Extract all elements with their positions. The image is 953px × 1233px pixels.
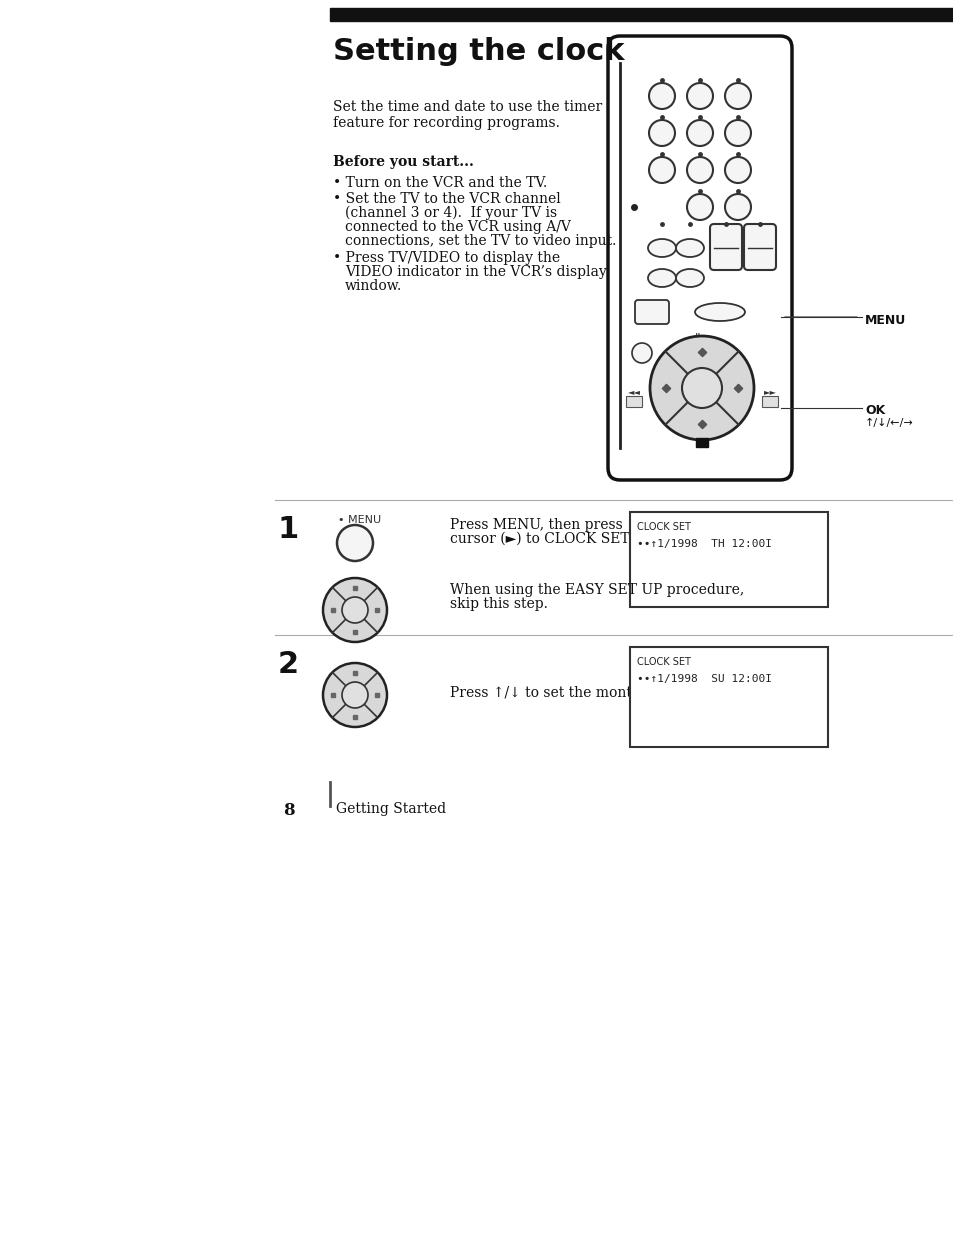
Text: connections, set the TV to video input.: connections, set the TV to video input. bbox=[345, 234, 616, 248]
Circle shape bbox=[341, 597, 368, 623]
Circle shape bbox=[686, 83, 712, 109]
Text: 2: 2 bbox=[277, 650, 299, 679]
Ellipse shape bbox=[647, 239, 676, 256]
FancyBboxPatch shape bbox=[761, 396, 778, 407]
Bar bbox=[330, 7, 953, 21]
Text: • Turn on the VCR and the TV.: • Turn on the VCR and the TV. bbox=[333, 176, 547, 190]
Text: Getting Started: Getting Started bbox=[335, 801, 446, 816]
Text: CLOCK SET: CLOCK SET bbox=[637, 657, 690, 667]
Text: ►►: ►► bbox=[645, 312, 658, 322]
Circle shape bbox=[724, 157, 750, 182]
Text: Set the time and date to use the timer
feature for recording programs.: Set the time and date to use the timer f… bbox=[333, 100, 601, 131]
Ellipse shape bbox=[676, 269, 703, 287]
Ellipse shape bbox=[695, 303, 744, 321]
Text: (channel 3 or 4).  If your TV is: (channel 3 or 4). If your TV is bbox=[345, 206, 557, 221]
Text: 3: 3 bbox=[734, 95, 740, 106]
Text: Press MENU, then press ↑/↓ to move the: Press MENU, then press ↑/↓ to move the bbox=[450, 518, 741, 531]
Circle shape bbox=[323, 663, 387, 727]
FancyBboxPatch shape bbox=[625, 396, 641, 407]
Text: 8: 8 bbox=[283, 801, 294, 819]
Bar bbox=[629, 512, 827, 607]
Text: • Set the TV to the VCR channel: • Set the TV to the VCR channel bbox=[333, 192, 560, 206]
Text: ►►: ►► bbox=[762, 387, 776, 397]
Ellipse shape bbox=[676, 239, 703, 256]
Text: Setting the clock: Setting the clock bbox=[333, 37, 624, 67]
Text: 8: 8 bbox=[696, 169, 702, 180]
Text: 6: 6 bbox=[734, 132, 740, 143]
FancyBboxPatch shape bbox=[743, 224, 775, 270]
Circle shape bbox=[686, 120, 712, 145]
Text: PLAY: PLAY bbox=[695, 382, 708, 387]
Text: OK: OK bbox=[698, 397, 705, 402]
Ellipse shape bbox=[647, 269, 676, 287]
Circle shape bbox=[323, 578, 387, 642]
Text: PLAY: PLAY bbox=[349, 689, 360, 694]
Circle shape bbox=[724, 83, 750, 109]
Text: +: + bbox=[754, 233, 764, 245]
FancyBboxPatch shape bbox=[607, 36, 791, 480]
Text: OK: OK bbox=[351, 702, 358, 707]
Text: window.: window. bbox=[345, 279, 402, 293]
Text: ▶: ▶ bbox=[353, 610, 357, 615]
Text: CLOCK SET: CLOCK SET bbox=[637, 522, 690, 531]
Text: 1: 1 bbox=[277, 515, 299, 544]
Text: ▶: ▶ bbox=[699, 388, 704, 395]
Bar bbox=[629, 647, 827, 747]
Circle shape bbox=[648, 83, 675, 109]
FancyBboxPatch shape bbox=[709, 224, 741, 270]
Text: cursor (►) to CLOCK SET and press OK.: cursor (►) to CLOCK SET and press OK. bbox=[450, 531, 732, 546]
Text: 4: 4 bbox=[658, 132, 665, 143]
FancyBboxPatch shape bbox=[635, 300, 668, 324]
Text: ∙∙↑1/1998  TH 12:00Ӏ: ∙∙↑1/1998 TH 12:00Ӏ bbox=[637, 539, 771, 549]
Text: −: − bbox=[754, 250, 764, 264]
Text: • Press TV/VIDEO to display the: • Press TV/VIDEO to display the bbox=[333, 252, 559, 265]
Bar bbox=[696, 438, 707, 448]
Text: Before you start...: Before you start... bbox=[333, 155, 474, 169]
Text: ↑/↓/←/→: ↑/↓/←/→ bbox=[864, 418, 913, 428]
Text: When using the EASY SET UP procedure,: When using the EASY SET UP procedure, bbox=[450, 583, 743, 597]
Text: VIDEO indicator in the VCR’s display: VIDEO indicator in the VCR’s display bbox=[345, 265, 606, 279]
Circle shape bbox=[648, 157, 675, 182]
Text: II: II bbox=[694, 333, 700, 343]
Circle shape bbox=[631, 343, 651, 363]
Text: connected to the VCR using A/V: connected to the VCR using A/V bbox=[345, 219, 570, 234]
Text: ∙∙↑1/1998  SU 12:00Ӏ: ∙∙↑1/1998 SU 12:00Ӏ bbox=[637, 674, 771, 684]
Text: • MENU: • MENU bbox=[337, 515, 381, 525]
Text: 2: 2 bbox=[696, 95, 702, 106]
Text: MENU: MENU bbox=[864, 314, 905, 328]
Text: ◄◄: ◄◄ bbox=[627, 387, 639, 397]
Circle shape bbox=[648, 120, 675, 145]
Text: PLAY: PLAY bbox=[349, 604, 360, 609]
Text: 0: 0 bbox=[696, 206, 702, 217]
Circle shape bbox=[341, 682, 368, 708]
Text: 1: 1 bbox=[658, 95, 665, 106]
Text: +: + bbox=[720, 233, 731, 245]
Circle shape bbox=[686, 157, 712, 182]
Circle shape bbox=[681, 367, 721, 408]
Text: OK: OK bbox=[864, 404, 884, 418]
Text: 7: 7 bbox=[658, 169, 665, 180]
Text: OK: OK bbox=[351, 616, 358, 621]
Circle shape bbox=[336, 525, 373, 561]
Circle shape bbox=[724, 120, 750, 145]
Circle shape bbox=[686, 194, 712, 219]
Circle shape bbox=[649, 337, 753, 440]
Text: Press ↑/↓ to set the month.: Press ↑/↓ to set the month. bbox=[450, 686, 644, 699]
Text: 5: 5 bbox=[696, 132, 702, 143]
Text: ▶: ▶ bbox=[353, 695, 357, 700]
Text: −: − bbox=[720, 250, 731, 264]
Circle shape bbox=[724, 194, 750, 219]
Text: 9: 9 bbox=[734, 169, 740, 180]
Text: skip this step.: skip this step. bbox=[450, 597, 547, 612]
